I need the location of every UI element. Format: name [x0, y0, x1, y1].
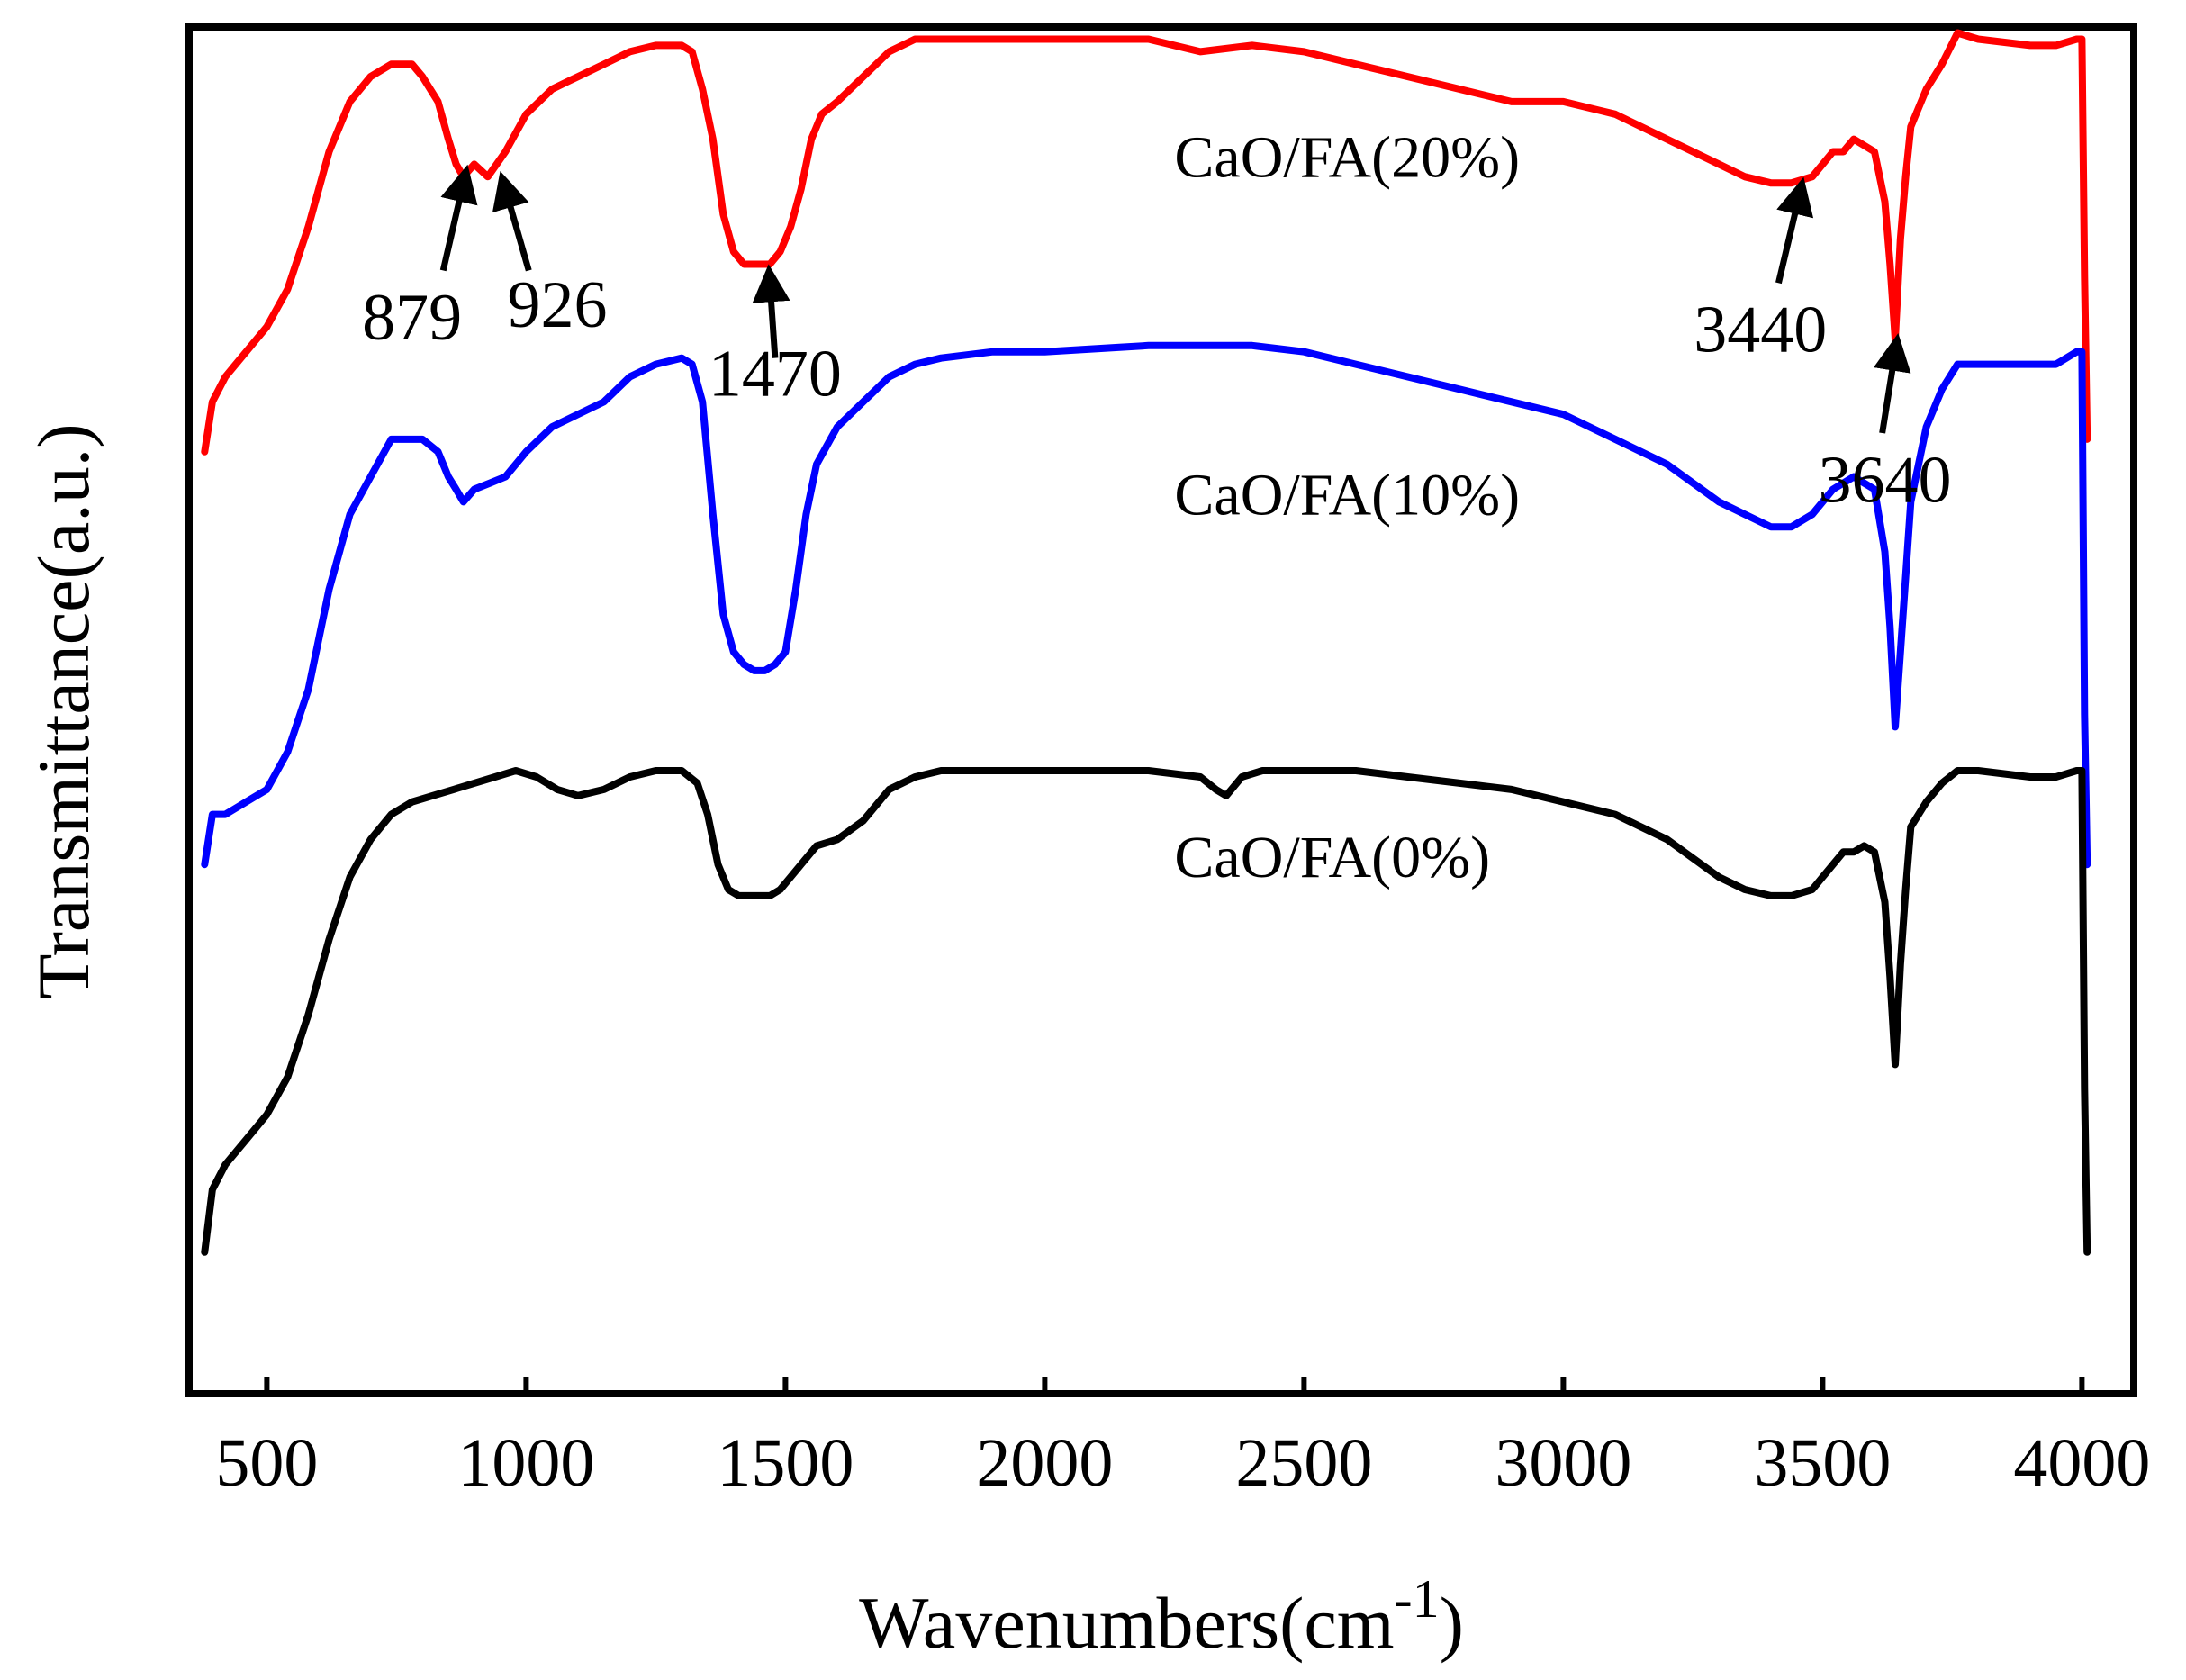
- series-line-cao-fa-0-: [201, 767, 2091, 1256]
- annotation-arrow: [492, 170, 532, 272]
- series-line-cao-fa-10-: [201, 341, 2091, 869]
- peak-label: 1470: [709, 337, 842, 411]
- series-line-cao-fa-20-: [201, 29, 2091, 456]
- x-tick-label: 3500: [1754, 1425, 1891, 1501]
- plot-frame: [185, 23, 2137, 1397]
- x-tick-label: 2500: [1235, 1425, 1372, 1501]
- x-tick-label: 2000: [976, 1425, 1113, 1501]
- x-axis-title: Wavenumbers(cm-1): [859, 1569, 1464, 1664]
- peak-label: 926: [507, 268, 607, 342]
- x-tick-label: 1500: [717, 1425, 854, 1501]
- peak-label: 3440: [1694, 294, 1827, 367]
- annotation-arrow: [1775, 176, 1814, 285]
- x-tick-label: 500: [215, 1425, 318, 1501]
- annotation-arrow: [439, 164, 478, 272]
- annotation-arrow: [752, 264, 790, 358]
- peak-label: 879: [362, 281, 462, 355]
- peak-annotations: 879 926 1470 3440 3640: [362, 164, 1952, 517]
- x-tick-label: 1000: [457, 1425, 594, 1501]
- x-tick-label: 4000: [2013, 1425, 2150, 1501]
- x-axis-ticks: [264, 1377, 2085, 1394]
- annotation-arrow: [1873, 332, 1911, 434]
- y-axis-title: Transmittance(a.u.): [23, 423, 104, 998]
- peak-label: 3640: [1819, 443, 1952, 517]
- series-label: CaO/FA(0%): [1174, 825, 1490, 890]
- x-axis-tick-labels: 500 1000 1500 2000 2500 3000 3500 4000: [215, 1425, 2150, 1501]
- x-tick-label: 3000: [1495, 1425, 1631, 1501]
- series-labels: CaO/FA(20%) CaO/FA(10%) CaO/FA(0%): [1174, 124, 1520, 890]
- series-label: CaO/FA(20%): [1174, 124, 1520, 190]
- series-label: CaO/FA(10%): [1174, 462, 1520, 528]
- series-lines: [201, 29, 2091, 1256]
